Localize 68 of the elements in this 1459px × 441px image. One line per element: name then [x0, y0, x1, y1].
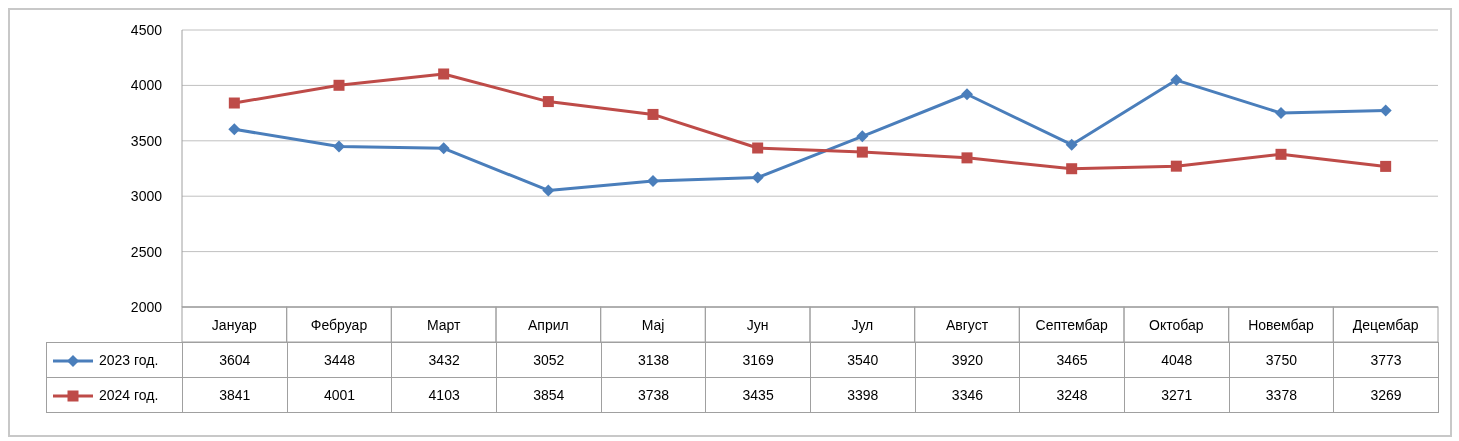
data-label: 3750 — [1229, 342, 1334, 378]
data-label: 3435 — [705, 377, 811, 413]
point — [647, 108, 659, 120]
data-label: 3773 — [1333, 342, 1439, 378]
point — [751, 171, 764, 184]
point — [437, 142, 450, 155]
x-tick-label: Фебруар — [310, 317, 368, 333]
x-tick-label: Јануар — [211, 317, 258, 333]
data-label: 3841 — [182, 377, 288, 413]
data-label: 3378 — [1229, 377, 1334, 413]
x-tick-label: Новембар — [1248, 317, 1315, 333]
point — [1065, 138, 1078, 151]
y-tick-label: 3500 — [130, 132, 163, 149]
point — [1170, 160, 1182, 172]
y-tick-label: 2500 — [130, 243, 163, 260]
point — [856, 146, 868, 158]
x-tick-label: Октобар — [1149, 317, 1204, 333]
x-tick-label: Август — [945, 317, 989, 333]
data-label: 3271 — [1124, 377, 1230, 413]
x-tick-label: Април — [527, 317, 569, 333]
y-tick-label: 4000 — [130, 77, 163, 94]
point — [752, 142, 764, 154]
y-tick-label: 2000 — [130, 298, 163, 315]
point — [542, 96, 554, 108]
data-label: 3854 — [496, 377, 602, 413]
data-label: 3738 — [601, 377, 706, 413]
point — [961, 88, 973, 101]
point — [1380, 160, 1392, 172]
data-label: 3448 — [287, 342, 392, 378]
data-label: 4103 — [391, 377, 497, 413]
y-tick-label: 3000 — [130, 188, 163, 205]
point — [1379, 104, 1392, 117]
x-tick-label: Јун — [746, 317, 769, 333]
x-tick-label: Септембар — [1035, 317, 1108, 333]
data-label: 3169 — [705, 342, 811, 378]
point — [542, 184, 555, 197]
data-label: 3920 — [915, 342, 1020, 378]
point — [961, 152, 973, 164]
point — [647, 174, 659, 187]
point — [1170, 74, 1183, 87]
x-tick-label: Март — [426, 317, 461, 333]
data-label: 3432 — [391, 342, 497, 378]
data-label: 4001 — [287, 377, 392, 413]
point — [1066, 163, 1078, 175]
point — [1275, 107, 1287, 120]
legend-label: 2023 год. — [99, 351, 159, 368]
point — [333, 140, 345, 153]
point — [1275, 148, 1287, 160]
data-label: 3052 — [496, 342, 602, 378]
data-label: 3604 — [182, 342, 288, 378]
point — [333, 79, 345, 91]
legend-label: 2024 год. — [99, 386, 159, 403]
x-tick-label: Мај — [641, 317, 665, 333]
x-tick-label: Јул — [851, 317, 874, 333]
y-tick-label: 4500 — [130, 21, 163, 38]
data-label: 4048 — [1124, 342, 1230, 378]
x-tick-label: Децембар — [1352, 317, 1419, 333]
point — [228, 97, 240, 109]
data-label: 3248 — [1019, 377, 1125, 413]
point — [856, 130, 869, 143]
data-label: 3540 — [810, 342, 916, 378]
data-label: 3465 — [1019, 342, 1125, 378]
data-label: 3346 — [915, 377, 1020, 413]
data-label: 3269 — [1333, 377, 1439, 413]
data-label: 3398 — [810, 377, 916, 413]
point — [438, 68, 450, 80]
point — [228, 123, 241, 136]
data-label: 3138 — [601, 342, 706, 378]
